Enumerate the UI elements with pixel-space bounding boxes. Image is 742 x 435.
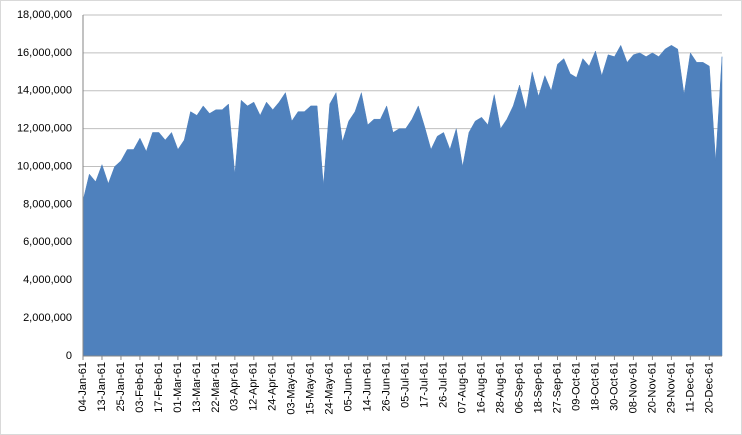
x-tick-label: 06-Sep-61 [513, 362, 525, 413]
x-tick-label: 03-Feb-61 [134, 362, 146, 413]
x-tick-label: 07-Aug-61 [457, 362, 469, 413]
x-tick-label: 15-May-61 [305, 362, 317, 415]
x-tick-label: 13-Mar-61 [191, 362, 203, 413]
y-tick-label: 10,000,000 [17, 160, 72, 172]
x-tick-label: 08-Nov-61 [627, 362, 639, 413]
x-tick-label: 11-Dec-61 [684, 362, 696, 413]
x-tick-label: 30-Oct-61 [608, 362, 620, 411]
x-tick-label: 03-May-61 [286, 362, 298, 415]
x-tick-label: 20-Dec-61 [703, 362, 715, 413]
y-tick-label: 14,000,000 [17, 85, 72, 97]
x-tick-label: 14-Jun-61 [362, 362, 374, 412]
x-tick-label: 09-Oct-61 [570, 362, 582, 411]
x-tick-label: 05-Jun-61 [343, 362, 355, 412]
x-tick-label: 04-Jan-61 [77, 362, 89, 412]
x-tick-label: 24-Apr-61 [267, 362, 279, 411]
x-tick-label: 25-Jan-61 [115, 362, 127, 412]
x-tick-label: 18-Sep-61 [532, 362, 544, 413]
x-tick-label: 27-Sep-61 [551, 362, 563, 413]
x-tick-label: 26-Jul-61 [438, 362, 450, 408]
area [82, 44, 723, 357]
x-tick-label: 22-Mar-61 [210, 362, 222, 413]
y-tick-label: 16,000,000 [17, 47, 72, 59]
y-tick-label: 0 [66, 350, 72, 362]
y-tick-label: 18,000,000 [17, 9, 72, 21]
x-tick-label: 20-Nov-61 [646, 362, 658, 413]
y-tick-label: 12,000,000 [17, 123, 72, 135]
x-tick-label: 05-Jul-61 [400, 362, 412, 408]
x-tick-label: 16-Aug-61 [475, 362, 487, 413]
x-tick-label: 24-May-61 [324, 362, 336, 415]
x-tick-label: 26-Jun-61 [381, 362, 393, 412]
y-tick-label: 4,000,000 [23, 274, 72, 286]
x-tick-label: 13-Jan-61 [96, 362, 108, 412]
x-tick-label: 12-Apr-61 [248, 362, 260, 411]
x-tick-label: 28-Aug-61 [494, 362, 506, 413]
x-tick-label: 17-Feb-61 [153, 362, 165, 413]
y-tick-label: 8,000,000 [23, 198, 72, 210]
x-tick-label: 29-Nov-61 [665, 362, 677, 413]
x-tick-label: 18-Oct-61 [589, 362, 601, 411]
y-tick-label: 2,000,000 [23, 312, 72, 324]
y-tick-label: 6,000,000 [23, 236, 72, 248]
x-tick-label: 03-Apr-61 [229, 362, 241, 411]
x-tick-label: 17-Jul-61 [419, 362, 431, 408]
x-tick-label: 01-Mar-61 [172, 362, 184, 413]
